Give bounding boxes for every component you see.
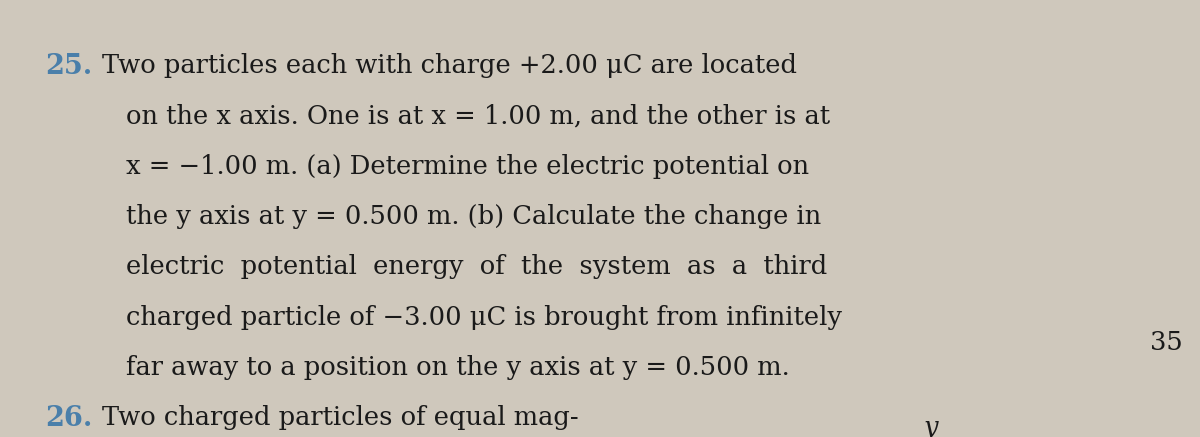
- Text: 25.: 25.: [46, 53, 92, 80]
- Text: 35: 35: [1150, 329, 1182, 355]
- Text: far away to a position on the y axis at y = 0.500 m.: far away to a position on the y axis at …: [126, 355, 790, 380]
- Text: the y axis at y = 0.500 m. (b) Calculate the change in: the y axis at y = 0.500 m. (b) Calculate…: [126, 204, 821, 229]
- Text: 26.: 26.: [46, 405, 92, 432]
- Text: y: y: [924, 415, 938, 437]
- Text: on the x axis. One is at x = 1.00 m, and the other is at: on the x axis. One is at x = 1.00 m, and…: [126, 103, 830, 128]
- Text: Two charged particles of equal mag-: Two charged particles of equal mag-: [102, 405, 578, 430]
- Text: Two particles each with charge +2.00 μC are located: Two particles each with charge +2.00 μC …: [102, 53, 797, 78]
- Text: electric  potential  energy  of  the  system  as  a  third: electric potential energy of the system …: [126, 254, 827, 279]
- Text: charged particle of −3.00 μC is brought from infinitely: charged particle of −3.00 μC is brought …: [126, 305, 842, 329]
- Text: x = −1.00 m. (a) Determine the electric potential on: x = −1.00 m. (a) Determine the electric …: [126, 154, 809, 179]
